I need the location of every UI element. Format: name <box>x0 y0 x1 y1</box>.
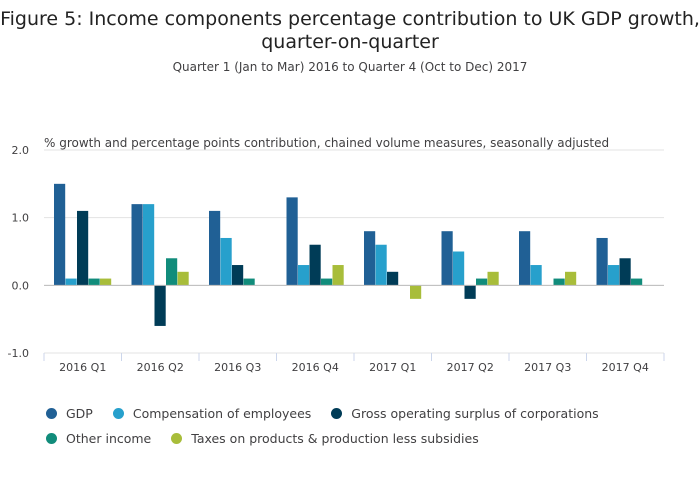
bar-taxes-on-products-production-less-subsidies <box>177 271 189 286</box>
y-tick-label: -1.0 <box>8 347 29 360</box>
bar-compensation-of-employees <box>453 251 465 286</box>
legend-item[interactable]: Compensation of employees <box>112 406 312 421</box>
bar-gdp <box>286 197 298 286</box>
bar-gross-operating-surplus-of-corporations <box>154 285 166 326</box>
legend-swatch <box>331 408 343 419</box>
chart-svg: 2.0 1.0 0.0 -1.0 2016 Q1 2016 Q2 2016 Q3 2016 Q… <box>8 136 665 374</box>
y-tick-label: 0.0 <box>12 279 30 292</box>
x-tick-label: 2016 Q4 <box>292 361 339 374</box>
x-tick-label: 2017 Q2 <box>447 361 494 374</box>
bar-other-income <box>476 278 488 286</box>
bar-gross-operating-surplus-of-corporations <box>464 285 476 299</box>
bar-gdp <box>364 231 376 286</box>
bar-gross-operating-surplus-of-corporations <box>309 244 321 286</box>
x-tick-label: 2016 Q1 <box>59 361 106 374</box>
legend-swatch <box>112 408 124 419</box>
bar-taxes-on-products-production-less-subsidies <box>410 285 422 299</box>
bar-other-income <box>88 278 100 286</box>
legend: GDP Compensation of employees Gross operat… <box>46 406 686 456</box>
bar-gross-operating-surplus-of-corporations <box>619 258 631 286</box>
bar-gdp <box>54 183 66 286</box>
bar-gdp <box>209 210 221 286</box>
bar-gross-operating-surplus-of-corporations <box>232 265 244 286</box>
legend-label: Gross operating surplus of corporations <box>351 406 599 421</box>
bar-other-income <box>243 278 255 286</box>
y-axis-label: % growth and percentage points contribut… <box>44 136 609 150</box>
bar-taxes-on-products-production-less-subsidies <box>565 271 577 286</box>
y-tick-label: 1.0 <box>12 212 30 225</box>
x-tick-label: 2017 Q4 <box>602 361 649 374</box>
x-tick-label: 2017 Q1 <box>369 361 416 374</box>
legend-label: Other income <box>66 431 152 446</box>
bar-compensation-of-employees <box>375 244 387 286</box>
bar-gdp <box>519 231 531 286</box>
chart-subtitle: Quarter 1 (Jan to Mar) 2016 to Quarter 4… <box>172 60 528 74</box>
x-tick-label: 2017 Q3 <box>524 361 571 374</box>
legend-item[interactable]: Taxes on products & production less subs… <box>171 431 479 446</box>
x-tick-label: 2016 Q2 <box>137 361 184 374</box>
legend-label: Taxes on products & production less subs… <box>191 431 479 446</box>
bar-taxes-on-products-production-less-subsidies <box>332 265 344 286</box>
bars <box>54 183 643 326</box>
bar-compensation-of-employees <box>530 265 542 286</box>
bar-gdp <box>441 231 453 286</box>
legend-swatch <box>46 408 57 419</box>
legend-label: GDP <box>66 406 93 421</box>
bar-other-income <box>321 278 333 286</box>
legend-swatch <box>171 433 183 444</box>
x-tick-label: 2016 Q3 <box>214 361 261 374</box>
axes: 2.0 1.0 0.0 -1.0 2016 Q1 2016 Q2 2016 Q3 2016 Q… <box>8 144 665 374</box>
bar-taxes-on-products-production-less-subsidies <box>100 278 112 286</box>
bar-compensation-of-employees <box>220 237 232 286</box>
legend-item[interactable]: Gross operating surplus of corporations <box>331 406 599 421</box>
bar-other-income <box>166 258 178 286</box>
bar-compensation-of-employees <box>298 265 310 286</box>
bar-taxes-on-products-production-less-subsidies <box>487 271 499 286</box>
legend-swatch <box>46 433 57 444</box>
legend-label: Compensation of employees <box>132 406 312 421</box>
bar-other-income <box>631 278 643 286</box>
bar-gdp <box>596 237 608 286</box>
bar-gross-operating-surplus-of-corporations <box>387 271 399 286</box>
y-tick-label: 2.0 <box>12 144 30 157</box>
bar-gross-operating-surplus-of-corporations <box>77 210 89 286</box>
legend-item[interactable]: GDP <box>46 406 93 421</box>
bar-other-income <box>553 278 565 286</box>
legend-item[interactable]: Other income <box>46 431 151 446</box>
bar-compensation-of-employees <box>143 204 155 286</box>
bar-compensation-of-employees <box>608 265 620 286</box>
chart-title: Figure 5: Income components percentage c… <box>0 8 700 53</box>
bar-gdp <box>131 204 143 286</box>
bar-compensation-of-employees <box>65 278 77 286</box>
